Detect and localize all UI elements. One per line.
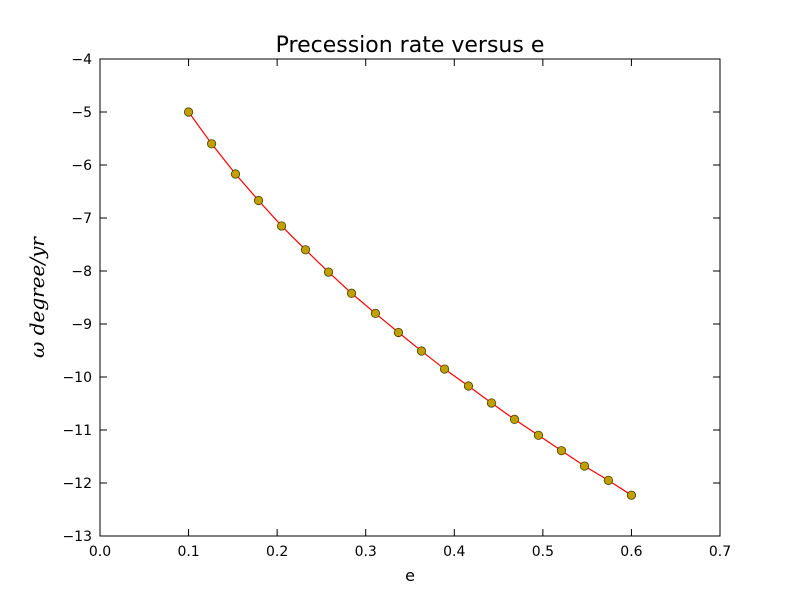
data-point <box>207 140 215 148</box>
data-point <box>371 309 379 317</box>
data-point <box>254 196 262 204</box>
data-point <box>231 170 239 178</box>
x-axis: 0.0 0.1 0.2 0.3 0.4 0.5 0.6 0.7 <box>89 59 731 560</box>
data-point <box>347 289 355 297</box>
series-line <box>189 112 632 495</box>
y-axis: −4 −5 −6 −7 −8 −9 −10 −11 −12 −13 <box>62 52 720 545</box>
x-tick-label: 0.7 <box>709 544 731 560</box>
data-point <box>184 108 192 116</box>
x-tick-label: 0.5 <box>532 544 554 560</box>
y-tick-label: −7 <box>71 211 92 227</box>
chart-title: Precession rate versus e <box>276 33 545 58</box>
data-point <box>534 431 542 439</box>
y-tick-label: −13 <box>62 529 92 545</box>
x-tick-label: 0.0 <box>89 544 111 560</box>
y-tick-label: −12 <box>62 476 92 492</box>
y-tick-label: −8 <box>71 264 92 280</box>
x-tick-label: 0.3 <box>355 544 377 560</box>
x-tick-label: 0.1 <box>177 544 199 560</box>
x-tick-label: 0.4 <box>443 544 465 560</box>
data-point <box>604 476 612 484</box>
plot-area <box>184 108 635 500</box>
x-tick-label: 0.6 <box>620 544 642 560</box>
data-point <box>464 382 472 390</box>
y-tick-label: −6 <box>71 158 92 174</box>
data-point <box>487 399 495 407</box>
data-point <box>580 462 588 470</box>
data-point <box>627 491 635 499</box>
x-tick-label: 0.2 <box>266 544 288 560</box>
y-tick-label: −4 <box>71 52 92 68</box>
y-tick-label: −10 <box>62 370 92 386</box>
y-tick-label: −9 <box>71 317 92 333</box>
data-point <box>394 328 402 336</box>
data-point <box>417 347 425 355</box>
data-point <box>510 415 518 423</box>
data-point <box>324 268 332 276</box>
data-point <box>557 446 565 454</box>
y-tick-label: −5 <box>71 105 92 121</box>
axes-frame <box>100 59 720 536</box>
y-tick-label: −11 <box>62 423 92 439</box>
data-point <box>440 365 448 373</box>
data-point <box>301 246 309 254</box>
x-axis-label: e <box>405 566 415 585</box>
data-point <box>277 222 285 230</box>
y-axis-label: ω degree/yr <box>25 236 49 358</box>
